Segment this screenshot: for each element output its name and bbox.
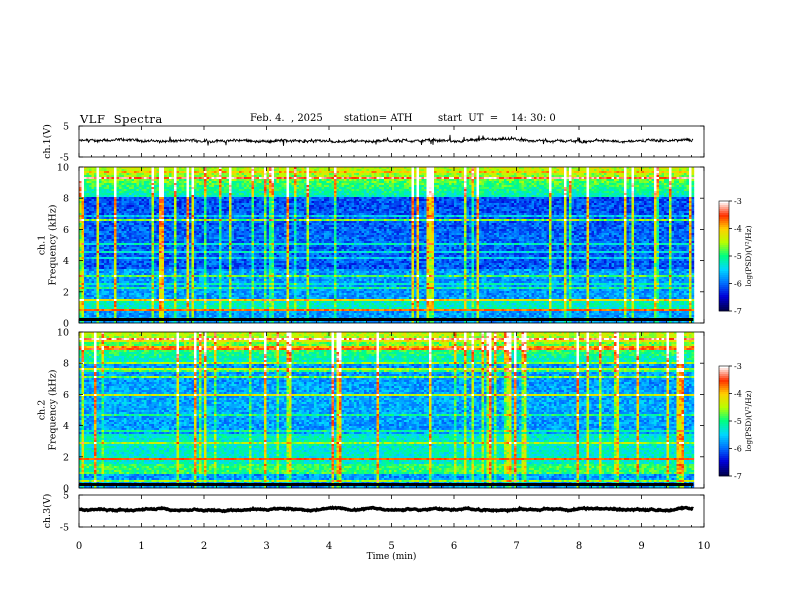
ch3-y-label: ch.3(V) — [42, 494, 53, 529]
spec1-colorbar-tick: -6 — [734, 280, 742, 289]
spec1-y-tick: 10 — [57, 163, 69, 174]
x-tick-label: 2 — [201, 541, 207, 552]
spec2-y-tick: 8 — [63, 359, 69, 370]
spec2-colorbar-tick: -5 — [734, 417, 742, 426]
spec1-colorbar-tick: -7 — [734, 307, 742, 316]
ch3-waveform-panel — [79, 508, 693, 512]
ch1-y-tick: 5 — [63, 122, 69, 133]
ch3-y-tick: 5 — [63, 491, 69, 502]
spec2-colorbar-label: log(PSD)(V²/Hz) — [744, 390, 753, 451]
x-tick-label: 3 — [263, 541, 269, 552]
spec1-colorbar-tick: -5 — [734, 252, 742, 261]
spec1-y-label: ch.1 — [37, 235, 48, 256]
spec2-colorbar-tick: -7 — [734, 472, 742, 481]
ch3-waveform-trace — [79, 508, 693, 512]
spec2-colorbar-tick: -6 — [734, 445, 742, 454]
ch1-waveform-trace — [79, 135, 693, 146]
x-tick-label: 0 — [76, 541, 82, 552]
x-tick-label: 8 — [576, 541, 582, 552]
colorbars: -3 -4 -5 -6 -7 log(PSD)(V²/Hz) -3 -4 -5 -6 -7 log(P… — [719, 197, 753, 481]
x-axis-label: Time (min) — [367, 551, 417, 562]
spec1-y-tick: 6 — [63, 225, 69, 236]
spec1-colorbar-label: log(PSD)(V²/Hz) — [744, 225, 753, 286]
spec2-y-label: ch.2 — [37, 400, 48, 421]
spec1-colorbar-tick: -4 — [734, 225, 742, 234]
ch2-spectrogram-panel — [79, 332, 694, 488]
ch1-waveform-panel — [79, 135, 693, 146]
spec2-y-tick: 4 — [63, 421, 69, 432]
spec1-y-tick: 4 — [63, 256, 69, 267]
x-tick-label: 9 — [638, 541, 644, 552]
vlf-spectra-figure: 0 1 2 3 4 5 6 7 8 9 10Time (min)5-5ch.1(V)0246810c… — [0, 0, 792, 612]
spec2-y-label: Frequency (kHz) — [48, 370, 59, 451]
spec1-colorbar-tick: -3 — [734, 197, 742, 206]
ch1-y-label: ch.1(V) — [42, 124, 53, 159]
x-tick-label: 4 — [326, 541, 332, 552]
spec2-y-tick: 6 — [63, 390, 69, 401]
spec2-y-tick: 2 — [63, 452, 69, 463]
spec1-y-tick: 2 — [63, 287, 69, 298]
x-tick-label: 10 — [698, 541, 711, 552]
ch1-spectrogram-panel — [79, 167, 694, 323]
spec2-y-tick: 10 — [57, 328, 69, 339]
x-tick-label: 5 — [388, 541, 394, 552]
spec1-y-label: Frequency (kHz) — [48, 205, 59, 286]
spec1-y-tick: 8 — [63, 194, 69, 205]
spec2-colorbar-tick: -4 — [734, 390, 742, 399]
x-tick-label: 7 — [513, 541, 519, 552]
x-tick-label: 1 — [138, 541, 144, 552]
ch1-spectrogram-baseline — [79, 318, 693, 321]
x-tick-label: 6 — [451, 541, 457, 552]
ch3-y-tick: -5 — [60, 523, 69, 534]
ch2-spectrogram-baseline — [79, 483, 693, 486]
spec2-colorbar-tick: -3 — [734, 362, 742, 371]
